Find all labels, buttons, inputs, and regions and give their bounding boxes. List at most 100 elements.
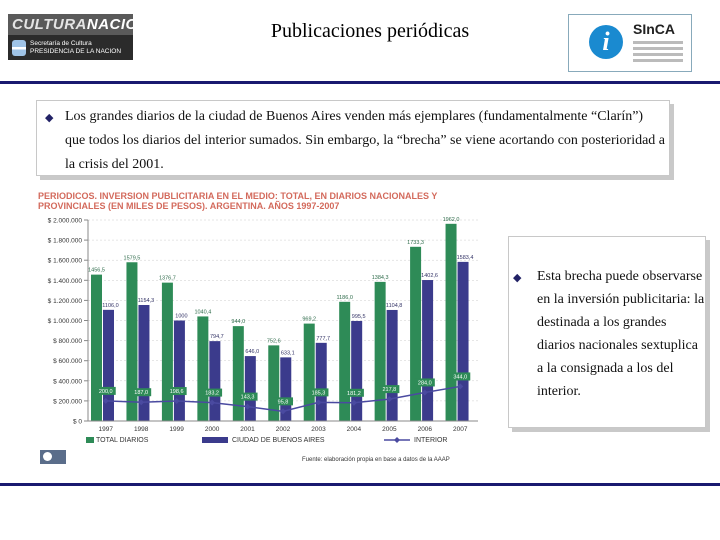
data-label-ciudad: 995,5 (352, 314, 366, 320)
sinca-logo: i SInCA (568, 14, 692, 72)
x-tick-label: 1997 (98, 426, 113, 433)
data-label-ciudad: 1104,8 (386, 303, 402, 309)
x-tick-label: 1999 (169, 426, 184, 433)
bar-total-diarios (303, 323, 315, 421)
data-label-ciudad: 1154,3 (138, 298, 154, 304)
data-label-interior: 344,0 (453, 374, 467, 380)
data-label-ciudad: 794,7 (210, 334, 224, 340)
point-interior (244, 403, 251, 410)
data-label-total: 1186,0 (336, 295, 352, 301)
bar-total-diarios (374, 281, 386, 421)
bar-total-diarios (232, 326, 244, 421)
y-tick-label: $ 400.000 (53, 378, 82, 385)
y-tick-label: $ 1.600.000 (48, 258, 83, 265)
legend-swatch-total (86, 437, 94, 443)
y-tick-label: $ 0 (73, 419, 82, 426)
data-label-ciudad: 777,7 (316, 336, 330, 342)
data-label-interior-bg (237, 392, 258, 401)
bar-total-diarios (91, 274, 102, 421)
data-label-interior-bg (450, 372, 471, 381)
logo-line-1: Secretaría de Cultura (30, 39, 92, 47)
data-label-total: 1376,7 (159, 276, 176, 282)
bar-total-diarios (445, 223, 457, 421)
data-label-ciudad: 633,1 (281, 350, 295, 356)
bar-ciudad-buenos-aires (315, 342, 327, 421)
bar-ciudad-buenos-aires (209, 341, 221, 421)
bar-ciudad-buenos-aires (244, 356, 256, 421)
data-label-interior-bg (273, 397, 293, 406)
data-label-interior-bg (131, 388, 152, 397)
bullet-box-side: ◆ Esta brecha puede observarse en la inv… (508, 236, 706, 428)
data-label-interior: 200,0 (99, 389, 113, 395)
x-tick-label: 2004 (347, 426, 362, 433)
data-label-ciudad: 1583,4 (457, 255, 474, 261)
y-tick-label: $ 1.200.000 (48, 298, 83, 305)
point-interior (138, 399, 145, 406)
data-label-interior: 284,0 (418, 380, 432, 386)
y-tick-label: $ 800.000 (53, 338, 82, 345)
data-label-total: 1733,3 (407, 240, 424, 246)
bar-ciudad-buenos-aires (103, 309, 114, 421)
data-label-interior: 187,0 (134, 390, 148, 396)
bullet-text-main: Los grandes diarios de la ciudad de Buen… (65, 109, 666, 172)
bar-ciudad-buenos-aires (138, 304, 150, 421)
data-label-ciudad: 646,0 (245, 349, 259, 355)
footer-divider (0, 483, 720, 486)
bullet-text-side: Esta brecha puede observarse en la inver… (537, 269, 705, 399)
x-tick-label: 2002 (276, 426, 291, 433)
cultura-nacion-wordmark: CULTURANACION (8, 14, 149, 35)
bullet-box-main: ◆ Los grandes diarios de la ciudad de Bu… (36, 100, 670, 176)
data-label-interior: 217,8 (382, 387, 396, 393)
bar-total-diarios (339, 301, 351, 421)
bar-ciudad-buenos-aires (280, 357, 292, 421)
point-interior (421, 389, 428, 396)
point-interior (209, 399, 216, 406)
ministry-small-logo (40, 450, 66, 464)
legend-label-interior: INTERIOR (414, 437, 447, 444)
data-label-interior-bg (379, 385, 400, 394)
bar-ciudad-buenos-aires (386, 309, 398, 421)
data-label-interior-bg (95, 386, 116, 395)
y-tick-label: $ 1.400.000 (48, 278, 83, 285)
header-divider (0, 81, 720, 84)
x-tick-label: 2000 (205, 426, 220, 433)
bar-total-diarios (410, 246, 422, 421)
data-label-ciudad: 1000 (175, 314, 187, 320)
x-tick-label: 2007 (453, 426, 468, 433)
data-label-total: 1456,5 (88, 268, 105, 274)
sinca-wordmark: SInCA (633, 21, 675, 37)
data-label-interior-bg (414, 378, 435, 387)
data-label-total: 1040,4 (194, 309, 211, 315)
y-tick-label: $ 1.000.000 (48, 318, 83, 325)
y-tick-label: $ 600.000 (53, 358, 82, 365)
x-tick-label: 2005 (382, 426, 397, 433)
data-label-interior-bg (343, 388, 364, 397)
point-interior (457, 383, 464, 390)
chart-title: PERIODICOS. INVERSION PUBLICITARIA EN EL… (38, 191, 438, 211)
bar-total-diarios (268, 345, 280, 421)
data-label-interior: 185,3 (312, 390, 326, 396)
point-interior (173, 398, 180, 405)
data-label-interior-bg (166, 387, 187, 396)
data-label-total: 752,6 (267, 338, 281, 344)
bar-ciudad-buenos-aires (422, 280, 434, 421)
diamond-bullet-icon: ◆ (513, 272, 522, 284)
legend-label-ciudad: CIUDAD DE BUENOS AIRES (232, 437, 325, 444)
info-icon: i (589, 25, 623, 59)
bar-total-diarios (161, 282, 173, 421)
point-interior (280, 408, 286, 415)
x-tick-label: 2006 (418, 426, 433, 433)
data-label-total: 1579,5 (124, 255, 141, 261)
data-label-total: 1962,0 (443, 217, 460, 223)
legend-label-total: TOTAL DIARIOS (96, 437, 149, 444)
argentina-seal-icon (12, 39, 26, 56)
y-tick-label: $ 1.800.000 (48, 238, 83, 245)
point-interior (315, 399, 322, 406)
x-tick-label: 2003 (311, 426, 326, 433)
data-label-interior: 181,2 (347, 391, 361, 397)
x-tick-label: 2001 (240, 426, 255, 433)
point-interior (102, 397, 109, 404)
bar-total-diarios (197, 316, 209, 421)
x-tick-label: 1998 (134, 426, 149, 433)
point-interior (386, 396, 393, 403)
